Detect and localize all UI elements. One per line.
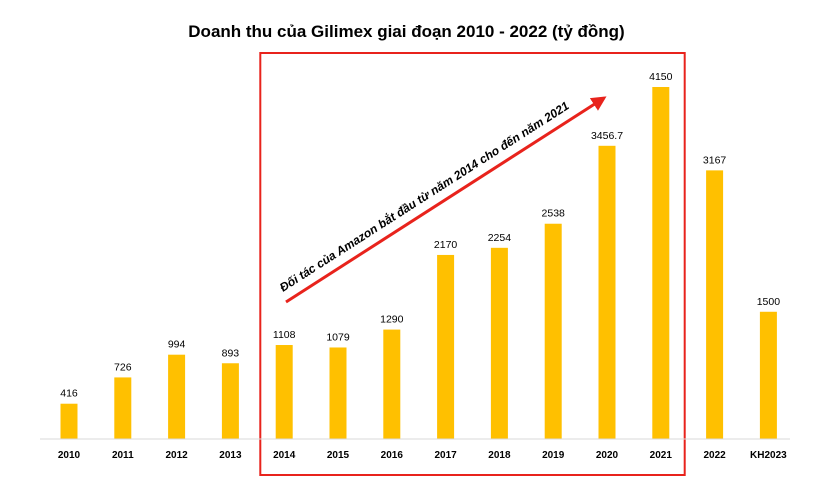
x-tick-label: 2012 xyxy=(165,450,188,461)
trend-arrow xyxy=(285,96,607,304)
bar-2021 xyxy=(652,87,670,439)
bar-value-label: 1290 xyxy=(380,314,404,326)
bar-value-label: 4150 xyxy=(649,71,673,83)
bar-2020 xyxy=(598,145,616,439)
bar-2015 xyxy=(329,347,347,439)
x-tick-label: 2017 xyxy=(434,450,457,461)
bar-value-label: 893 xyxy=(222,347,240,359)
bar-2010 xyxy=(60,403,78,439)
bar-value-label: 416 xyxy=(60,388,78,400)
x-tick-label: 2018 xyxy=(488,450,511,461)
chart-title: Doanh thu của Gilimex giai đoạn 2010 - 2… xyxy=(188,22,625,41)
bar-value-label: 3167 xyxy=(703,154,727,166)
x-tick-label: KH2023 xyxy=(750,450,787,461)
x-tick-label: 2014 xyxy=(273,450,296,461)
x-tick-label: 2010 xyxy=(58,450,81,461)
x-tick-label: 2021 xyxy=(650,450,673,461)
annotation-text: Đối tác của Amazon bắt đầu từ năm 2014 c… xyxy=(277,98,572,295)
x-tick-label: 2015 xyxy=(327,450,350,461)
bar-2014 xyxy=(275,345,293,439)
bar-value-label: 1108 xyxy=(273,329,296,341)
bar-2017 xyxy=(437,254,455,439)
x-tick-label: 2020 xyxy=(596,450,619,461)
bar-2018 xyxy=(490,247,508,439)
bar-value-label: 2254 xyxy=(488,232,512,244)
bar-value-label: 3456.7 xyxy=(591,130,623,142)
bar-value-label: 2538 xyxy=(542,208,566,220)
bar-value-label: 1079 xyxy=(326,331,350,343)
bar-2016 xyxy=(383,329,401,439)
bar-2022 xyxy=(706,170,724,439)
bar-value-label: 1500 xyxy=(757,296,781,308)
x-tick-label: 2013 xyxy=(219,450,242,461)
x-tick-label: 2022 xyxy=(703,450,726,461)
bar-value-label: 2170 xyxy=(434,239,458,251)
x-tick-label: 2019 xyxy=(542,450,565,461)
bar-2011 xyxy=(114,377,132,439)
bar-2013 xyxy=(221,363,239,439)
highlight-box xyxy=(259,52,686,476)
bar-2019 xyxy=(544,223,562,439)
bar-KH2023 xyxy=(759,311,777,439)
bar-2012 xyxy=(168,354,186,439)
x-tick-label: 2011 xyxy=(112,450,134,461)
bar-value-label: 994 xyxy=(168,339,186,351)
bar-value-label: 726 xyxy=(114,361,132,373)
x-tick-label: 2016 xyxy=(381,450,404,461)
